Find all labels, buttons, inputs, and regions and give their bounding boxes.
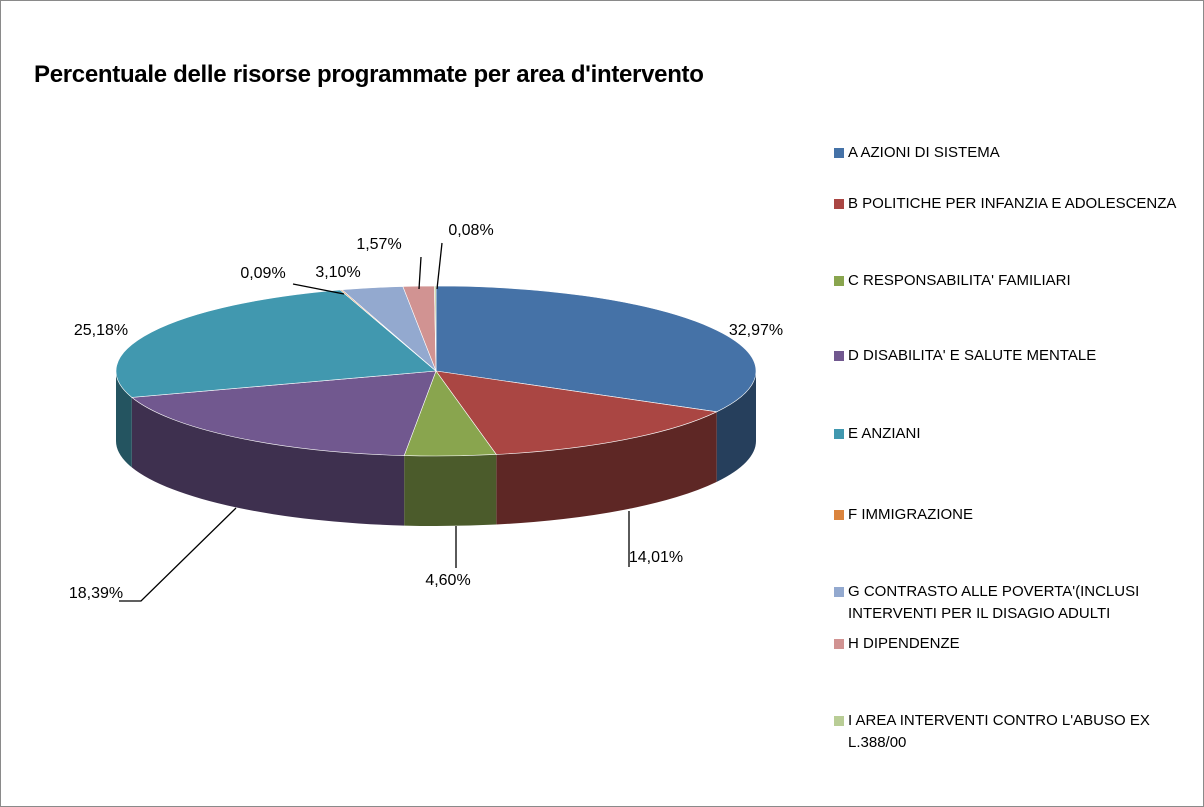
data-label: 0,09% bbox=[240, 265, 285, 282]
legend-entry: D DISABILITA' E SALUTE MENTALE bbox=[834, 345, 1179, 367]
legend-label: C RESPONSABILITA' FAMILIARI bbox=[848, 272, 1071, 289]
slice bbox=[434, 285, 437, 372]
legend-entry: E ANZIANI bbox=[834, 423, 1179, 445]
data-label: 18,39% bbox=[69, 585, 123, 602]
legend-swatch bbox=[834, 276, 844, 286]
data-label: 14,01% bbox=[629, 549, 683, 566]
slice bbox=[131, 370, 437, 456]
legend-label: H DIPENDENZE bbox=[848, 635, 960, 652]
slice-side bbox=[116, 371, 132, 468]
legend-label: F IMMIGRAZIONE bbox=[848, 506, 973, 523]
chart-title: Percentuale delle risorse programmate pe… bbox=[34, 61, 704, 88]
legend-entry: I AREA INTERVENTI CONTRO L'ABUSO EX L.38… bbox=[834, 710, 1179, 754]
data-label: 32,97% bbox=[729, 322, 783, 339]
data-label: 4,60% bbox=[425, 572, 470, 589]
legend-entry: C RESPONSABILITA' FAMILIARI bbox=[834, 270, 1179, 292]
legend-entry: A AZIONI DI SISTEMA bbox=[834, 142, 1179, 164]
data-label: 1,57% bbox=[356, 236, 401, 253]
slice-side bbox=[496, 411, 717, 525]
legend-swatch bbox=[834, 429, 844, 439]
legend-swatch bbox=[834, 716, 844, 726]
legend-label: D DISABILITA' E SALUTE MENTALE bbox=[848, 347, 1097, 364]
data-label: 0,08% bbox=[448, 222, 493, 239]
legend-entry: G CONTRASTO ALLE POVERTA'(INCLUSI INTERV… bbox=[834, 581, 1179, 625]
legend-swatch bbox=[834, 148, 844, 158]
legend-swatch bbox=[834, 199, 844, 209]
legend-label: E ANZIANI bbox=[848, 425, 921, 442]
legend-swatch bbox=[834, 587, 844, 597]
slice-side bbox=[131, 397, 405, 526]
data-label: 25,18% bbox=[74, 322, 128, 339]
legend-entry: H DIPENDENZE bbox=[834, 633, 1179, 655]
legend-label: B POLITICHE PER INFANZIA E ADOLESCENZA bbox=[848, 195, 1177, 212]
legend-entry: F IMMIGRAZIONE bbox=[834, 504, 1179, 526]
leader-line bbox=[292, 283, 345, 295]
slice-side bbox=[716, 371, 756, 482]
legend-label: I AREA INTERVENTI CONTRO L'ABUSO EX L.38… bbox=[848, 712, 1150, 751]
slice bbox=[435, 370, 718, 455]
slice bbox=[115, 289, 437, 398]
leader-line bbox=[418, 256, 422, 290]
leader-line bbox=[436, 242, 443, 290]
leader-line bbox=[119, 507, 237, 602]
slice bbox=[435, 285, 757, 413]
legend-swatch bbox=[834, 639, 844, 649]
legend-label: A AZIONI DI SISTEMA bbox=[848, 144, 1000, 161]
slice-side bbox=[404, 454, 497, 526]
data-label: 3,10% bbox=[315, 264, 360, 281]
legend-swatch bbox=[834, 351, 844, 361]
legend-label: G CONTRASTO ALLE POVERTA'(INCLUSI INTERV… bbox=[848, 583, 1140, 622]
legend-swatch bbox=[834, 510, 844, 520]
legend-entry: B POLITICHE PER INFANZIA E ADOLESCENZA bbox=[834, 193, 1179, 215]
